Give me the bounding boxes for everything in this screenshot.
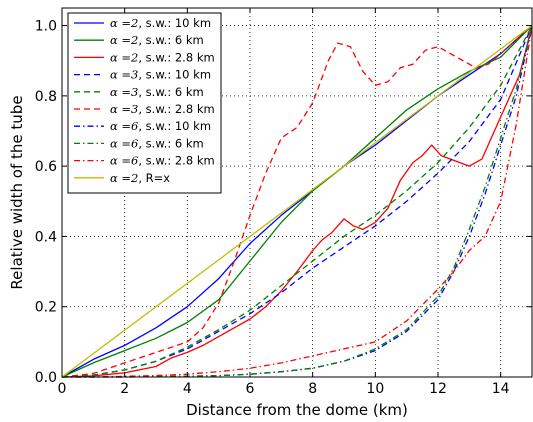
series-line-2	[61, 25, 533, 378]
y-tick-label: 0.0	[35, 370, 57, 386]
x-tick-label: 12	[429, 381, 447, 397]
x-axis-label: Distance from the dome (km)	[186, 401, 408, 419]
y-tick-label: 0.4	[35, 229, 57, 245]
y-tick-label: 1.0	[35, 19, 57, 35]
series-line-0	[61, 25, 533, 378]
legend-entry: α =2, R=x	[110, 171, 170, 185]
legend-entry: α =3, s.w.: 10 km	[110, 68, 211, 82]
series-line-6	[62, 25, 533, 378]
legend-alpha: α =2	[110, 50, 138, 64]
series-line-1	[61, 25, 533, 378]
y-tick-label: 0.6	[35, 159, 57, 175]
y-tick-label: 0.2	[35, 300, 57, 316]
plot-frame	[61, 7, 533, 378]
legend-label: , s.w.: 2.8 km	[138, 102, 214, 116]
series-line-7	[62, 25, 533, 378]
series-line-8	[62, 25, 533, 378]
legend-entry: α =2, s.w.: 6 km	[110, 33, 204, 47]
axis-ticks: 0 2 4 6 8 10 12 14 0.0 0.2 0.4 0.6 0.8 1.0	[35, 8, 532, 397]
legend-entry: α =6, s.w.: 10 km	[110, 119, 211, 133]
legend-label: , R=x	[138, 171, 170, 185]
legend-entry: α =3, s.w.: 6 km	[110, 85, 204, 99]
legend-label: , s.w.: 6 km	[138, 85, 203, 99]
legend-entry: α =2, s.w.: 10 km	[110, 16, 211, 30]
x-tick-label: 4	[183, 381, 192, 397]
legend-alpha: α =2	[110, 33, 138, 47]
legend-entry: α =6, s.w.: 6 km	[110, 136, 204, 150]
legend-label: , s.w.: 10 km	[138, 119, 211, 133]
legend-label: , s.w.: 6 km	[138, 136, 203, 150]
x-tick-label: 0	[58, 381, 67, 397]
legend-alpha: α =3	[110, 102, 138, 116]
legend-entry: α =3, s.w.: 2.8 km	[110, 102, 215, 116]
y-tick-label: 0.8	[35, 89, 57, 105]
legend-entry: α =6, s.w.: 2.8 km	[110, 154, 215, 168]
series-lines	[61, 25, 533, 378]
x-tick-label: 6	[246, 381, 255, 397]
legend: α =2, s.w.: 10 kmα =2, s.w.: 6 kmα =2, s…	[67, 12, 222, 194]
legend-label: , s.w.: 6 km	[138, 33, 203, 47]
legend-alpha: α =6	[110, 136, 138, 150]
legend-alpha: α =3	[110, 68, 138, 82]
legend-box	[67, 12, 222, 194]
legend-alpha: α =3	[110, 85, 138, 99]
legend-alpha: α =2	[110, 171, 138, 185]
legend-label: , s.w.: 10 km	[138, 68, 211, 82]
x-tick-label: 8	[308, 381, 317, 397]
series-line-4	[61, 25, 533, 378]
legend-label: , s.w.: 2.8 km	[138, 154, 214, 168]
x-tick-label: 2	[120, 381, 129, 397]
legend-label: , s.w.: 10 km	[138, 16, 211, 30]
y-axis-label: Relative width of the tube	[8, 95, 26, 289]
legend-entry: α =2, s.w.: 2.8 km	[110, 50, 215, 64]
series-line-9	[61, 25, 533, 378]
x-tick-label: 10	[366, 381, 384, 397]
x-tick-label: 14	[492, 381, 510, 397]
legend-alpha: α =2	[110, 16, 138, 30]
legend-alpha: α =6	[110, 119, 138, 133]
legend-alpha: α =6	[110, 154, 138, 168]
legend-label: , s.w.: 2.8 km	[138, 50, 214, 64]
